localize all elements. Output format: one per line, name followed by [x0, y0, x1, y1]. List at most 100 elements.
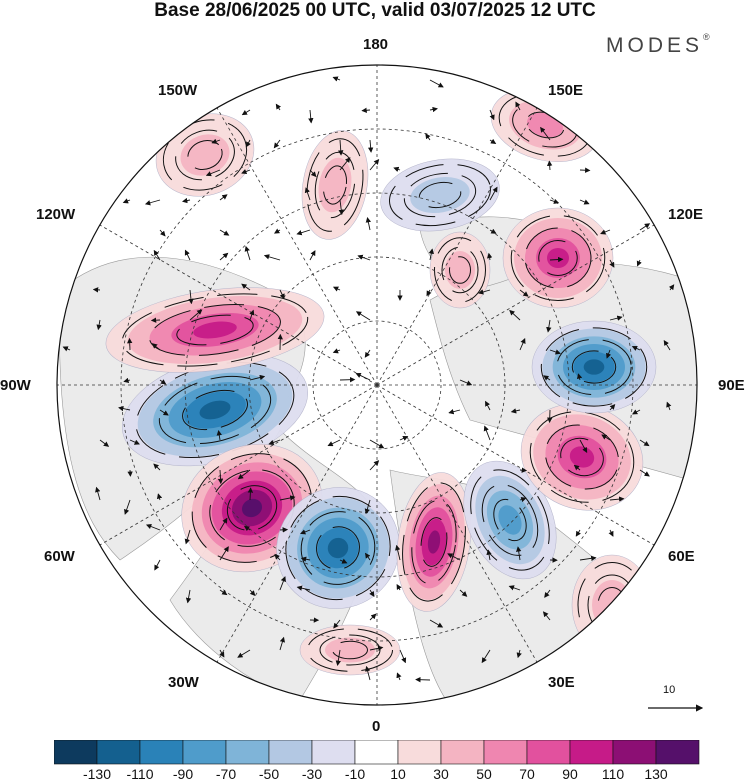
- wind-arrow-icon: [219, 194, 228, 201]
- wind-arrow-icon: [448, 409, 461, 415]
- colorbar-tick-label: -70: [215, 766, 237, 782]
- wind-arrow-icon: [483, 425, 491, 441]
- wind-arrow-icon: [459, 379, 473, 386]
- reference-vector: [648, 704, 704, 712]
- wind-arrow-icon: [486, 549, 492, 561]
- map-title: Base 28/06/2025 00 UTC, valid 03/07/2025…: [154, 0, 596, 21]
- wind-arrow-icon: [237, 469, 251, 480]
- anomaly-positive-10e-streamline: [402, 482, 466, 602]
- longitude-label-lon-30e: 30E: [548, 674, 575, 691]
- anomaly-positive-75e-contour: [569, 446, 595, 468]
- wind-arrow-icon: [332, 286, 341, 292]
- wind-arrow-icon: [609, 496, 625, 502]
- colorbar-swatch: [139, 740, 184, 765]
- anomaly-positive-10e-streamline: [420, 517, 448, 567]
- meridian-line: [99, 224, 378, 386]
- wind-arrow-icon: [159, 409, 169, 416]
- anomaly-positive-75e-streamline: [560, 437, 604, 477]
- longitude-label-lon-30w: 30W: [168, 674, 199, 691]
- wind-arrow-icon: [540, 126, 551, 141]
- map-boundary: [56, 64, 698, 706]
- wind-arrow-icon: [153, 249, 161, 261]
- map-disk: [57, 65, 697, 705]
- anomaly-positive-75e: [520, 403, 644, 511]
- wind-arrow-icon: [219, 546, 229, 561]
- colorbar-swatch: [54, 740, 98, 765]
- wind-arrow-icon: [510, 408, 521, 414]
- wind-arrow-icon: [361, 107, 371, 113]
- meridian-line: [376, 384, 655, 546]
- wind-arrow-icon: [609, 315, 623, 321]
- wind-arrow-icon: [369, 439, 385, 449]
- anomaly-positive-10w-streamline: [307, 628, 393, 672]
- wind-arrow-icon: [364, 499, 371, 515]
- colorbar-tick-label: -90: [172, 766, 194, 782]
- wind-arrow-icon: [95, 486, 101, 501]
- wind-arrow-icon: [549, 256, 564, 263]
- wind-arrow-icon: [573, 464, 581, 471]
- wind-arrow-icon: [249, 374, 266, 381]
- wind-arrow-icon: [219, 252, 229, 261]
- longitude-label-lon-90e: 90E: [718, 377, 745, 394]
- wind-arrow-icon: [153, 463, 161, 471]
- anomaly-negative-90w-contour: [199, 400, 231, 420]
- wind-arrow-icon: [393, 166, 401, 172]
- wind-arrow-icon: [339, 157, 351, 171]
- wind-arrow-icon: [579, 555, 597, 562]
- wind-arrow-icon: [332, 348, 341, 354]
- anomaly-positive-50e: [571, 554, 653, 656]
- wind-arrow-icon: [159, 379, 167, 385]
- wind-arrow-icon: [489, 109, 495, 121]
- wind-arrow-icon: [62, 346, 71, 352]
- anomaly-positive-170w-contour: [318, 157, 352, 213]
- wind-arrow-icon: [425, 133, 431, 141]
- wind-arrow-icon: [309, 250, 316, 261]
- anomaly-positive-10e: [396, 472, 472, 612]
- meridian-line: [376, 224, 655, 386]
- anomaly-positive-60w-contour: [241, 498, 263, 518]
- colorbar-tick-label: 110: [601, 766, 625, 782]
- wind-arrow-icon: [279, 576, 286, 591]
- wind-arrow-icon: [447, 553, 461, 561]
- wind-arrow-icon: [369, 460, 380, 471]
- wind-arrow-icon: [639, 469, 650, 477]
- wind-arrow-icon: [296, 229, 311, 236]
- wind-arrow-icon: [367, 139, 374, 153]
- anomaly-negative-100e-streamline: [556, 338, 632, 396]
- colorbar-tick-label: -130: [82, 766, 112, 782]
- wind-arrow-icon: [184, 249, 191, 261]
- wind-arrow-icon: [546, 160, 553, 171]
- wind-arrow-icon: [663, 339, 671, 351]
- anomaly-positive-170e: [429, 231, 491, 309]
- wind-arrow-icon: [600, 229, 611, 235]
- wind-arrow-icon: [273, 139, 281, 149]
- meridian-line: [376, 107, 538, 386]
- wind-arrow-icon: [338, 199, 344, 216]
- anomaly-negative-30w-streamline: [300, 511, 376, 585]
- wind-arrow-icon: [429, 106, 438, 113]
- colorbar-swatch: [268, 740, 313, 765]
- wind-arrow-icon: [668, 284, 675, 291]
- wind-arrow-icon: [636, 259, 642, 267]
- wind-arrow-icon: [275, 103, 282, 111]
- wind-arrow-icon: [189, 309, 203, 321]
- wind-arrow-icon: [309, 169, 317, 178]
- wind-arrow-icon: [159, 229, 166, 237]
- wind-arrow-icon: [666, 401, 672, 411]
- anomaly-positive-130e-streamline: [538, 240, 578, 276]
- wind-arrow-icon: [609, 404, 616, 411]
- colorbar-tick-label: -50: [258, 766, 280, 782]
- colorbar-swatch: [569, 740, 614, 765]
- wind-arrow-icon: [575, 529, 581, 537]
- wind-arrow-icon: [184, 529, 191, 545]
- colorbar-swatch: [655, 740, 700, 765]
- anomaly-positive-170e-streamline: [449, 256, 471, 284]
- wind-arrow-icon: [339, 558, 348, 564]
- meridian-line: [216, 384, 378, 663]
- longitude-label-lon-0: 0: [372, 718, 381, 735]
- anomaly-positive-170w-streamline: [306, 138, 364, 232]
- wind-arrow-icon: [304, 187, 311, 201]
- wind-arrow-icon: [609, 259, 615, 268]
- brand-name: MODES: [606, 34, 704, 57]
- wind-arrow-icon: [509, 309, 521, 321]
